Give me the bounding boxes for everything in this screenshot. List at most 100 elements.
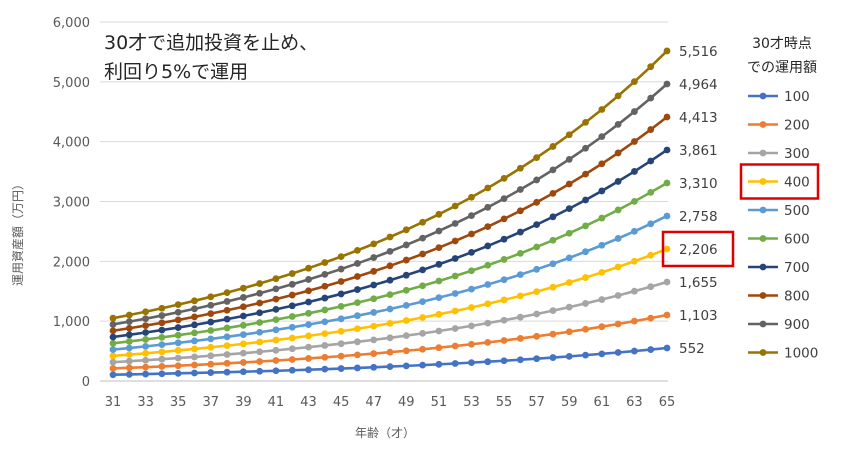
data-point — [370, 350, 378, 357]
data-point — [174, 331, 182, 339]
data-point — [354, 312, 361, 320]
data-point — [354, 351, 361, 359]
data-point — [272, 285, 280, 293]
data-point — [305, 287, 312, 295]
data-point — [223, 359, 231, 367]
data-point — [419, 218, 426, 226]
data-point — [337, 352, 345, 360]
x-tick-label: 35 — [170, 395, 187, 410]
data-point — [142, 322, 149, 329]
data-point — [516, 313, 524, 321]
data-point — [451, 342, 459, 350]
data-point — [370, 267, 378, 275]
data-point — [451, 290, 459, 297]
data-point — [402, 226, 410, 234]
data-point — [354, 364, 361, 372]
data-point — [516, 292, 524, 300]
data-point — [565, 155, 573, 163]
data-point — [516, 207, 524, 215]
data-point — [500, 337, 508, 344]
data-point — [647, 314, 655, 322]
data-point — [631, 168, 638, 175]
data-point — [582, 248, 589, 256]
data-point — [647, 63, 655, 71]
data-point — [419, 314, 426, 321]
data-point — [174, 316, 182, 324]
legend-marker — [759, 178, 767, 185]
data-point — [419, 345, 426, 353]
data-point — [402, 241, 410, 249]
data-point — [239, 321, 247, 329]
data-point — [647, 157, 655, 165]
data-point — [174, 354, 182, 362]
data-point — [158, 355, 166, 363]
data-point — [647, 283, 655, 291]
data-point — [614, 235, 622, 242]
data-point — [370, 363, 378, 371]
data-point — [614, 178, 622, 185]
legend-marker — [759, 92, 767, 100]
data-point — [354, 260, 361, 267]
data-point — [239, 294, 247, 301]
data-point — [484, 184, 492, 192]
data-point — [419, 282, 426, 290]
series-700 — [109, 146, 671, 341]
data-point — [125, 324, 133, 332]
data-point — [516, 186, 524, 193]
data-point — [239, 312, 247, 320]
data-point — [354, 338, 361, 346]
data-point — [158, 341, 166, 349]
data-point — [386, 305, 394, 313]
gridlines — [100, 21, 668, 382]
legend-label-500: 500 — [784, 203, 810, 219]
data-point — [419, 298, 426, 306]
end-label-600: 3,310 — [679, 176, 718, 192]
data-point — [109, 327, 117, 335]
data-point — [533, 243, 541, 251]
data-point — [468, 340, 475, 348]
data-point — [158, 363, 166, 370]
data-point — [468, 267, 475, 275]
end-label-800: 4,413 — [679, 110, 718, 126]
data-point — [239, 331, 247, 338]
data-point — [582, 144, 589, 152]
data-point — [598, 106, 606, 113]
data-point — [468, 248, 475, 256]
data-point — [191, 369, 198, 377]
data-point — [321, 294, 329, 302]
data-point — [158, 312, 166, 319]
data-point — [305, 276, 312, 283]
data-point — [321, 306, 329, 314]
data-point — [614, 121, 622, 128]
end-label-200: 1,103 — [679, 308, 718, 324]
series-800 — [109, 113, 671, 335]
data-point — [582, 222, 589, 230]
data-point — [468, 212, 475, 219]
data-point — [451, 272, 459, 280]
data-point — [582, 325, 589, 333]
data-point — [207, 310, 215, 318]
legend-marker — [759, 263, 767, 271]
data-point — [174, 369, 182, 377]
data-point — [484, 358, 492, 366]
data-point — [386, 363, 394, 371]
y-tick-label: 5,000 — [53, 76, 90, 91]
data-point — [631, 108, 638, 115]
data-point — [565, 229, 573, 237]
data-point — [158, 319, 166, 327]
data-point — [565, 328, 573, 336]
data-point — [435, 327, 443, 335]
data-point — [647, 189, 655, 196]
data-point — [125, 344, 133, 352]
data-point — [109, 314, 117, 322]
data-point — [549, 283, 557, 291]
x-tick-label: 31 — [105, 395, 122, 410]
data-point — [402, 362, 410, 370]
data-point — [256, 367, 264, 375]
data-point — [402, 347, 410, 355]
highlight-box — [661, 230, 735, 268]
data-point — [663, 80, 671, 88]
legend-label-1000: 1000 — [784, 346, 818, 362]
data-point — [256, 338, 264, 346]
